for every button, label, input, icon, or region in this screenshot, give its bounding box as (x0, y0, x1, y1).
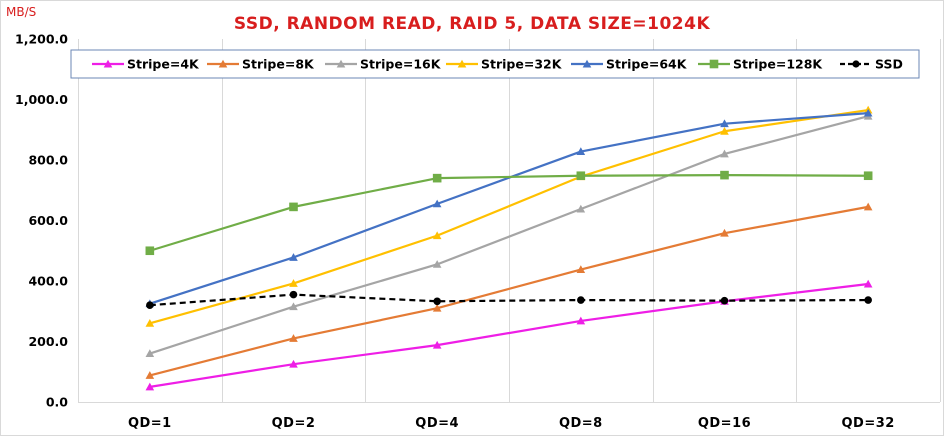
legend-label: Stripe=8K (242, 57, 315, 72)
legend-marker (582, 59, 592, 68)
data-point (432, 340, 442, 349)
data-point (289, 302, 298, 311)
legend-marker (336, 59, 346, 68)
data-point (863, 279, 873, 288)
series-line (149, 293, 869, 307)
x-axis: QD=1 QD=2 QD=4 QD=8 QD=16 QD=32 (128, 416, 895, 431)
series-group (145, 105, 873, 391)
data-point (576, 204, 586, 213)
legend-label: Stripe=32K (481, 57, 563, 72)
y-tick-label: 0.0 (46, 395, 68, 410)
series-line (149, 205, 869, 377)
series-line (149, 115, 869, 355)
y-tick-label: 1,000.0 (15, 92, 68, 107)
legend-label: Stripe=128K (733, 57, 823, 72)
series-ssd (146, 290, 872, 310)
series-line (149, 108, 869, 325)
legend-item: Stripe=32K (446, 57, 563, 72)
data-point (289, 359, 298, 368)
legend-label: Stripe=16K (360, 57, 442, 72)
legend-item: Stripe=128K (698, 57, 823, 72)
legend-label: Stripe=64K (606, 57, 688, 72)
y-tick-label: 1,200.0 (15, 32, 68, 47)
legend-marker (457, 59, 467, 68)
y-tick-label: 800.0 (28, 153, 68, 168)
x-tick-label: QD=32 (842, 416, 895, 431)
data-point (146, 301, 154, 310)
legend-marker (852, 60, 860, 68)
x-tick-label: QD=16 (698, 416, 751, 431)
legend-marker (709, 59, 719, 69)
data-point (289, 279, 298, 287)
y-axis-unit: MB/S (6, 5, 36, 19)
data-point (432, 173, 442, 183)
data-point (576, 147, 586, 155)
data-point (145, 371, 155, 379)
data-point (432, 231, 442, 240)
legend-marker (103, 59, 113, 68)
series-stripe-16k (145, 111, 873, 358)
data-point (145, 246, 155, 256)
legend-label: Stripe=4K (127, 57, 200, 72)
data-point (145, 349, 155, 358)
data-point (863, 171, 873, 181)
legend-item: Stripe=16K (325, 57, 442, 72)
y-tick-label: 600.0 (28, 213, 68, 228)
data-point (289, 253, 298, 261)
data-point (432, 199, 442, 208)
chart-title: SSD, RANDOM READ, RAID 5, DATA SIZE=1024… (234, 14, 711, 34)
y-tick-label: 200.0 (28, 334, 68, 349)
series-stripe-8k (145, 202, 873, 379)
x-tick-label: QD=8 (559, 416, 603, 431)
data-point (863, 108, 873, 117)
data-point (432, 260, 442, 268)
data-point (720, 119, 729, 128)
x-tick-label: QD=2 (272, 416, 316, 431)
data-point (576, 171, 586, 181)
data-point (145, 382, 155, 391)
data-point (432, 303, 442, 312)
data-point (576, 265, 586, 273)
legend-item: SSD (840, 57, 903, 72)
legend-item: Stripe=4K (92, 57, 200, 72)
legend-item: Stripe=64K (571, 57, 688, 72)
legend-marker (218, 59, 228, 68)
data-point (720, 126, 729, 135)
series-stripe-128k (145, 170, 873, 256)
data-point (863, 202, 873, 211)
x-tick-label: QD=4 (415, 416, 459, 431)
data-point (577, 296, 585, 304)
data-point (433, 297, 441, 306)
legend: Stripe=4K Stripe=8K Stripe=16K Stripe=32K St… (70, 49, 920, 79)
data-point (576, 316, 586, 325)
data-point (864, 296, 872, 304)
series-line (149, 174, 869, 252)
data-point (720, 228, 729, 237)
data-point (720, 170, 729, 180)
data-point (145, 319, 155, 327)
y-axis: 0.0 200.0 400.0 600.0 800.0 1,000.0 1,200.0 (15, 32, 68, 410)
legend-label: SSD (875, 57, 903, 72)
data-point (289, 334, 298, 342)
x-tick-label: QD=1 (128, 416, 172, 431)
y-tick-label: 400.0 (28, 274, 68, 289)
data-point (720, 296, 729, 305)
legend-item: Stripe=8K (207, 57, 315, 72)
series-line (149, 282, 869, 388)
data-point (289, 290, 298, 299)
data-point (720, 149, 729, 158)
data-point (289, 202, 298, 212)
